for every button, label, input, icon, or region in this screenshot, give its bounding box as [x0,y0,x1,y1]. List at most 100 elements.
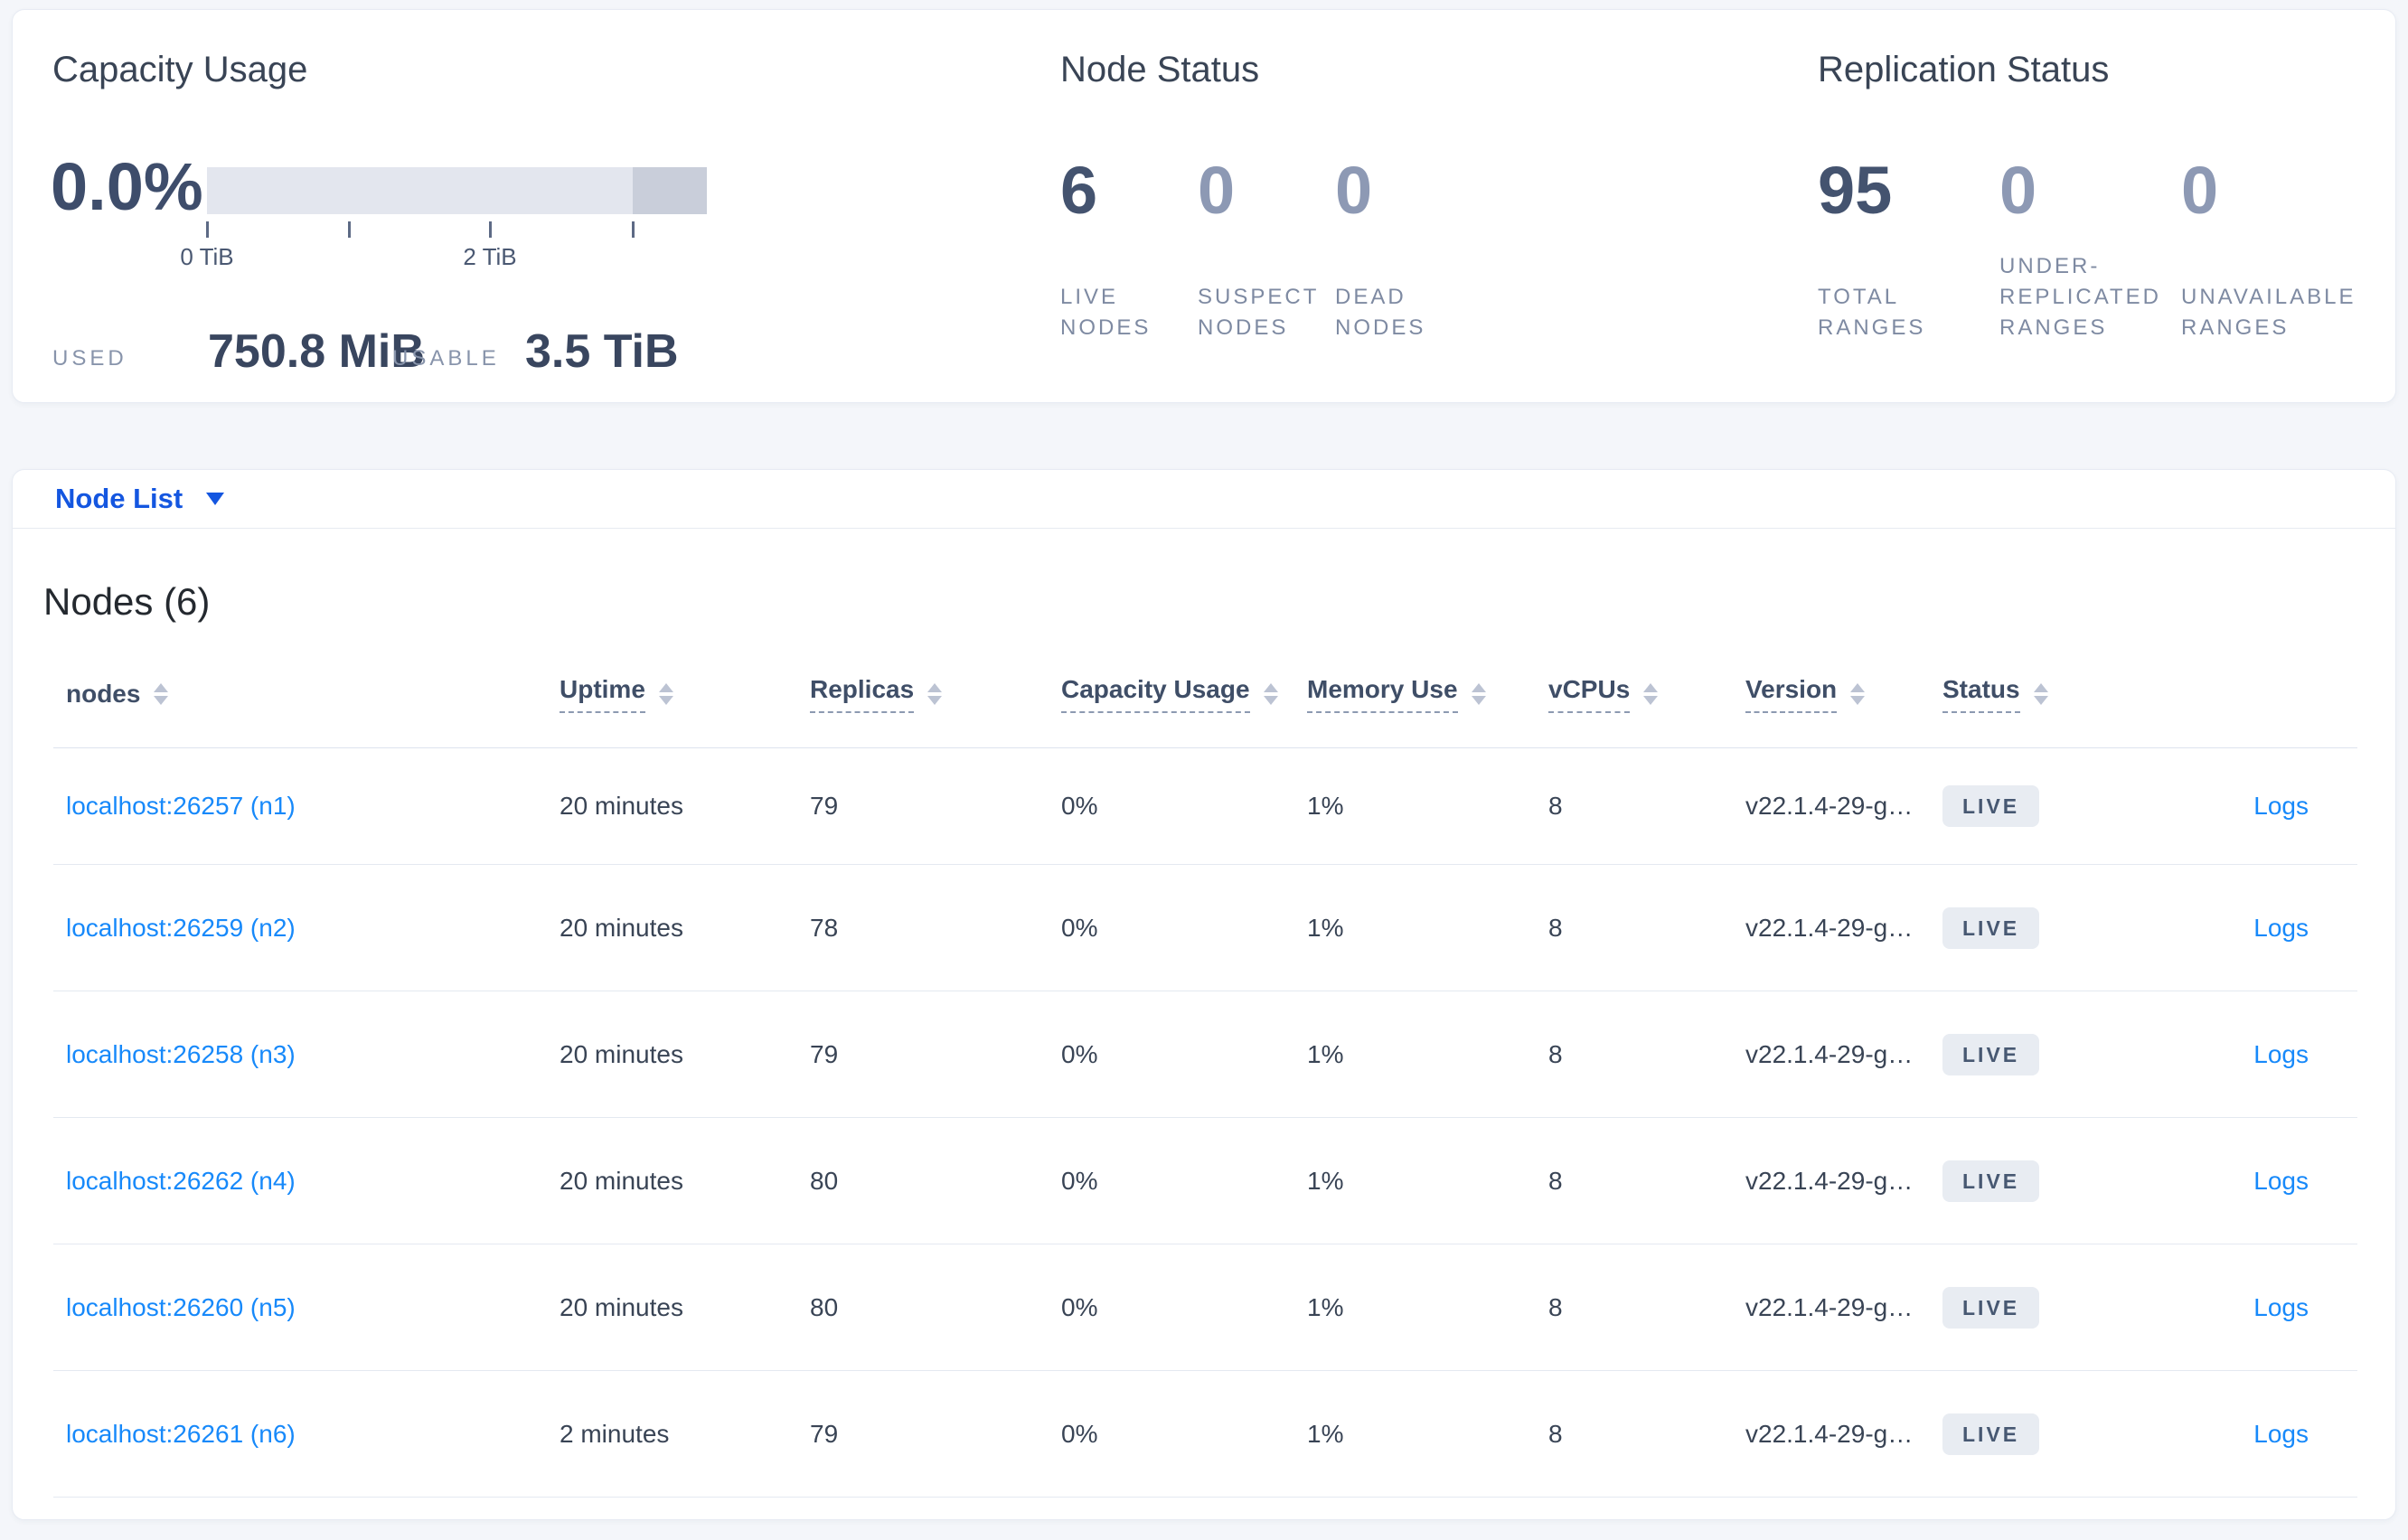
sort-icon [1471,683,1486,705]
row-divider [53,1370,2357,1371]
memory-cell: 1% [1307,1039,1344,1068]
capacity-tick-label-2: 2 TiB [463,243,517,270]
under-replicated-ranges-value: 0 [1999,153,2037,228]
replicas-cell: 80 [810,1166,839,1195]
nodes-section-title: Nodes (6) [43,580,211,623]
used-value: 750.8 MiB [208,325,425,378]
column-header-replicas[interactable]: Replicas [810,675,1061,713]
capacity-percent-value: 0.0% [51,149,203,224]
dead-nodes-label: DEAD NODES [1335,285,1426,340]
memory-cell: 1% [1307,913,1344,942]
total-ranges-value: 95 [1818,153,1893,228]
logs-link[interactable]: Logs [2253,1039,2309,1068]
column-header-version[interactable]: Version [1745,675,1942,713]
sort-icon [927,683,943,705]
node-link[interactable]: localhost:26259 (n2) [66,913,296,942]
replicas-cell: 79 [810,1039,839,1068]
vcpus-cell: 8 [1548,792,1563,820]
total-ranges-stat: 95 TOTAL RANGES [1818,155,1999,343]
node-link[interactable]: localhost:26258 (n3) [66,1039,296,1068]
table-row: localhost:26260 (n5) 20 minutes 80 0% 1%… [13,1244,2395,1370]
logs-link[interactable]: Logs [2253,1166,2309,1195]
live-nodes-label: LIVE NODES [1060,285,1152,340]
table-row: localhost:26257 (n1) 20 minutes 79 0% 1%… [13,748,2395,864]
node-status-title: Node Status [1060,50,1260,89]
replicas-cell: 78 [810,913,839,942]
capacity-usage-section: Capacity Usage 0.0% 0 TiB 2 TiB USED 750… [51,10,1029,402]
capacity-cell: 0% [1061,1419,1098,1448]
table-row: localhost:26261 (n6) 2 minutes 79 0% 1% … [13,1371,2395,1497]
view-selector-row: Node List [13,470,2395,529]
capacity-tick-3 [632,221,635,238]
table-row: localhost:26259 (n2) 20 minutes 78 0% 1%… [13,865,2395,991]
status-badge: LIVE [1942,1160,2040,1202]
node-list-dropdown-label: Node List [55,483,183,514]
vcpus-cell: 8 [1548,1166,1563,1195]
column-header-vcpus[interactable]: vCPUs [1548,675,1745,713]
node-link[interactable]: localhost:26261 (n6) [66,1419,296,1448]
capacity-cell: 0% [1061,913,1098,942]
logs-link[interactable]: Logs [2253,792,2309,820]
column-header-uptime[interactable]: Uptime [560,675,810,713]
unavailable-ranges-value: 0 [2181,153,2219,228]
column-header-capacity-usage[interactable]: Capacity Usage [1061,675,1307,713]
version-cell: v22.1.4-29-g… [1745,1166,1914,1195]
live-nodes-value: 6 [1060,153,1098,228]
usable-value: 3.5 TiB [525,325,679,378]
replicas-cell: 79 [810,792,839,820]
node-list-panel: Node List Nodes (6) nodes Uptime Replica… [12,469,2396,1520]
capacity-tick-label-0: 0 TiB [180,243,234,270]
column-header-status[interactable]: Status [1942,675,2164,713]
caret-down-icon [206,493,225,505]
column-header-nodes[interactable]: nodes [66,680,560,709]
dead-nodes-value: 0 [1335,153,1373,228]
suspect-nodes-label: SUSPECT NODES [1198,285,1320,340]
uptime-cell: 20 minutes [560,1166,683,1195]
row-divider [53,864,2357,865]
capacity-tick-0 [206,221,209,238]
table-row: localhost:26262 (n4) 20 minutes 80 0% 1%… [13,1118,2395,1244]
node-link[interactable]: localhost:26260 (n5) [66,1292,296,1321]
status-badge: LIVE [1942,785,2040,827]
capacity-cell: 0% [1061,1039,1098,1068]
node-link[interactable]: localhost:26257 (n1) [66,792,296,820]
capacity-bar-segment [633,167,707,214]
nodes-table-header: nodes Uptime Replicas Capacity Usage Mem… [13,641,2395,747]
header-divider [53,747,2357,748]
vcpus-cell: 8 [1548,1039,1563,1068]
row-divider [53,1117,2357,1118]
cluster-overview-panel: Capacity Usage 0.0% 0 TiB 2 TiB USED 750… [12,9,2396,403]
node-link[interactable]: localhost:26262 (n4) [66,1166,296,1195]
memory-cell: 1% [1307,792,1344,820]
logs-link[interactable]: Logs [2253,1419,2309,1448]
version-cell: v22.1.4-29-g… [1745,1419,1914,1448]
uptime-cell: 20 minutes [560,913,683,942]
status-badge: LIVE [1942,1286,2040,1329]
capacity-tick-1 [348,221,351,238]
column-header-memory-use[interactable]: Memory Use [1307,675,1548,713]
sort-icon [1850,683,1866,705]
memory-cell: 1% [1307,1419,1344,1448]
logs-link[interactable]: Logs [2253,913,2309,942]
used-label: USED [52,346,127,371]
capacity-cell: 0% [1061,1292,1098,1321]
sort-icon [154,683,169,705]
sort-icon [1263,683,1278,705]
version-cell: v22.1.4-29-g… [1745,913,1914,942]
under-replicated-ranges-stat: 0 UNDER- REPLICATED RANGES [1999,155,2181,343]
unavailable-ranges-label: UNAVAILABLE RANGES [2181,285,2356,340]
status-badge: LIVE [1942,1413,2040,1455]
sort-icon [658,683,673,705]
usable-label: USABLE [392,346,500,371]
capacity-cell: 0% [1061,1166,1098,1195]
memory-cell: 1% [1307,1292,1344,1321]
total-ranges-label: TOTAL RANGES [1818,285,1926,340]
logs-link[interactable]: Logs [2253,1292,2309,1321]
nodes-section: Nodes (6) nodes Uptime Replicas Capacity… [13,529,2395,1498]
capacity-tick-2 [489,221,492,238]
node-list-dropdown[interactable]: Node List [55,483,225,515]
suspect-nodes-stat: 0 SUSPECT NODES [1198,155,1335,343]
live-nodes-stat: 6 LIVE NODES [1060,155,1198,343]
version-cell: v22.1.4-29-g… [1745,1039,1914,1068]
node-status-section: Node Status 6 LIVE NODES 0 SUSPECT NODES… [1060,10,1783,402]
